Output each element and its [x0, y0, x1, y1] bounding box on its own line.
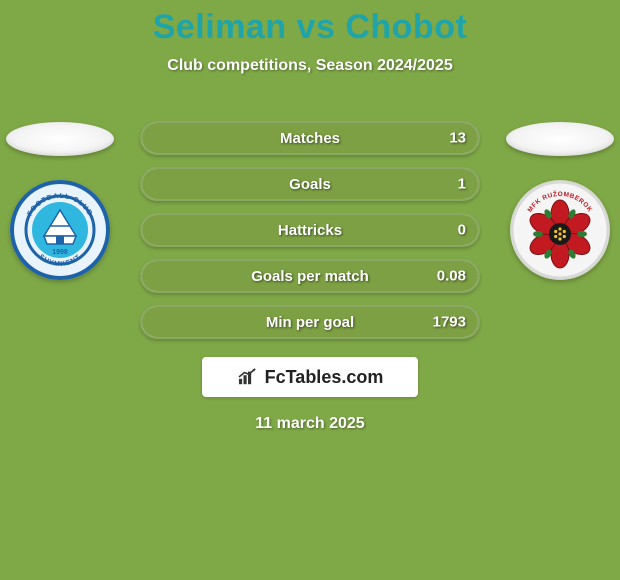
stat-row: 0.08 Goals per match [140, 259, 480, 293]
brand-badge: FcTables.com [202, 357, 418, 397]
ordabasy-badge-icon: FOOTBALL CLUB SHYMKENT 1998 [10, 180, 110, 280]
title-player1: Seliman [153, 8, 287, 46]
stat-value-right: 0.08 [437, 268, 466, 285]
stat-value-right: 1793 [433, 314, 466, 331]
player1-column: FOOTBALL CLUB SHYMKENT 1998 [0, 122, 120, 280]
stat-label: Hattricks [278, 222, 342, 239]
subtitle: Club competitions, Season 2024/2025 [167, 57, 452, 75]
player1-photo-placeholder [6, 122, 114, 156]
page-title: Seliman vs Chobot [153, 8, 468, 47]
player1-club-badge: FOOTBALL CLUB SHYMKENT 1998 [10, 180, 110, 280]
stat-row: 1 Goals [140, 167, 480, 201]
title-player2: Chobot [345, 8, 467, 46]
stat-label: Goals [289, 176, 331, 193]
title-vs: vs [297, 8, 336, 46]
player2-column: MFK RUŽOMBEROK [500, 122, 620, 280]
stat-row: 13 Matches [140, 121, 480, 155]
stat-label: Matches [280, 130, 340, 147]
infographic-container: Seliman vs Chobot Club competitions, Sea… [0, 0, 620, 580]
player2-club-badge: MFK RUŽOMBEROK [510, 180, 610, 280]
stat-value-right: 13 [449, 130, 466, 147]
stat-value-right: 0 [458, 222, 466, 239]
player2-photo-placeholder [506, 122, 614, 156]
stat-label: Min per goal [266, 314, 354, 331]
stat-value-right: 1 [458, 176, 466, 193]
brand-text: FcTables.com [265, 367, 384, 388]
svg-text:1998: 1998 [52, 249, 68, 256]
stat-row: 0 Hattricks [140, 213, 480, 247]
date-text: 11 march 2025 [255, 415, 364, 433]
stat-label: Goals per match [251, 268, 369, 285]
stat-row: 1793 Min per goal [140, 305, 480, 339]
ruzomberok-badge-icon: MFK RUŽOMBEROK [510, 180, 610, 280]
stats-list: 13 Matches 1 Goals 0 Hattricks 0.08 Goals per m… [140, 121, 480, 339]
bar-chart-icon [237, 368, 259, 386]
